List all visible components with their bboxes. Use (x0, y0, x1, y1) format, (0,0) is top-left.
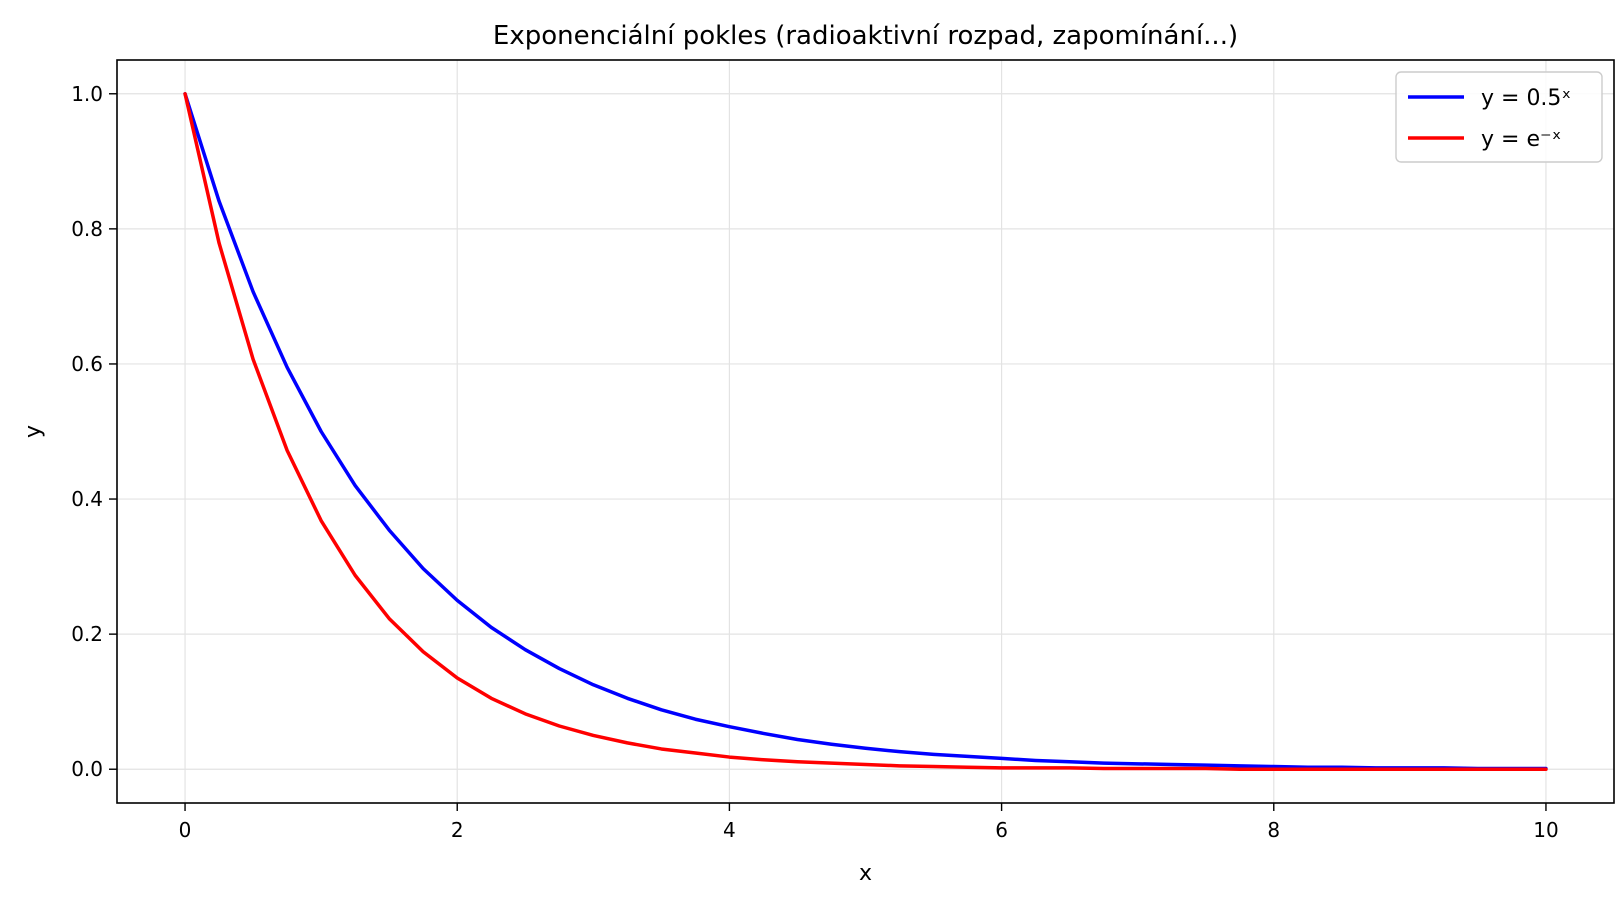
x-tick-label: 4 (723, 818, 736, 842)
series-line-1 (183, 92, 1548, 771)
series-line-2 (183, 92, 1548, 771)
y-tick-label: 0.2 (71, 622, 103, 646)
y-tick-label: 0.4 (71, 487, 103, 511)
legend-label: y = e⁻ˣ (1481, 127, 1561, 152)
y-tick-label: 0.0 (71, 757, 103, 781)
legend: y = 0.5ˣ y = e⁻ˣ (1395, 71, 1603, 163)
x-tick-label: 6 (995, 818, 1008, 842)
grid-lines (117, 60, 1614, 803)
chart-title: Exponenciální pokles (radioaktivní rozpa… (493, 21, 1238, 51)
y-axis-label: y (21, 425, 46, 438)
x-tick-label: 0 (179, 818, 192, 842)
plot-frame (116, 59, 1615, 804)
legend-label: y = 0.5ˣ (1481, 86, 1571, 111)
y-tick-label: 1.0 (71, 82, 103, 106)
y-tick-label: 0.8 (71, 217, 103, 241)
series-lines (183, 92, 1548, 771)
y-tick-label: 0.6 (71, 352, 103, 376)
x-tick-label: 8 (1267, 818, 1280, 842)
x-tick-label: 10 (1533, 818, 1558, 842)
axis-ticks: 0 2 4 6 8 10 0.0 0.2 0.4 0.6 0.8 1.0 (71, 82, 1558, 842)
x-axis-label: x (859, 861, 872, 886)
x-tick-label: 2 (451, 818, 464, 842)
